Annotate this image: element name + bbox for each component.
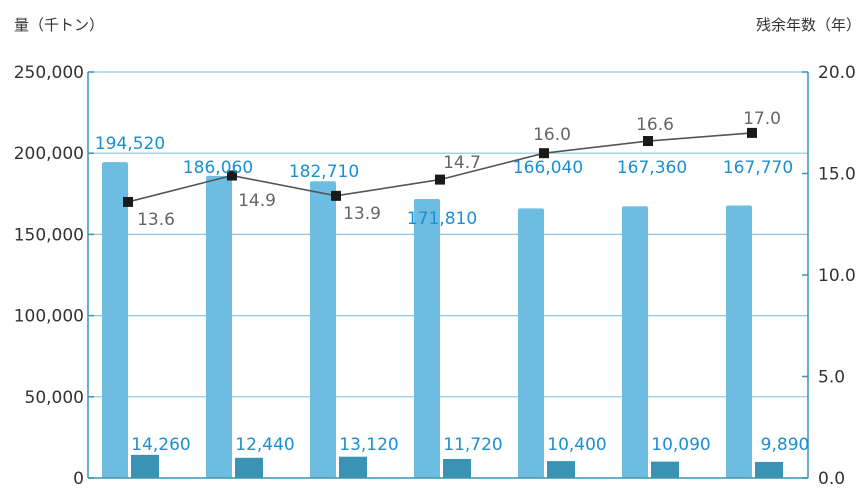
bar-total-value-label: 182,710 (289, 162, 359, 182)
bar-total (414, 198, 440, 478)
bar-total-value-label: 166,040 (513, 158, 583, 178)
bar-secondary-value-label: 11,720 (443, 435, 502, 455)
bar-secondary (443, 458, 471, 478)
left-tick-label: 250,000 (14, 63, 84, 83)
bar-total-value-label: 186,060 (183, 158, 253, 178)
line-value-label: 17.0 (743, 109, 781, 129)
bar-secondary-value-label: 13,120 (339, 435, 398, 455)
right-tick-label: 0.0 (818, 469, 845, 489)
bar-secondary (339, 456, 367, 478)
left-axis-unit-label: 量（千トン） (14, 16, 105, 34)
bar-secondary-value-label: 9,890 (761, 435, 810, 455)
line-marker (123, 196, 133, 207)
left-tick-label: 0 (73, 469, 84, 489)
line-value-label: 13.6 (137, 210, 175, 230)
bar-total-value-label: 171,810 (407, 209, 477, 229)
right-tick-label: 5.0 (818, 368, 845, 388)
bar-total-value-label: 167,770 (723, 158, 793, 178)
bar-secondary (235, 457, 263, 478)
bar-total-value-label: 194,520 (95, 134, 165, 154)
left-tick-label: 100,000 (14, 307, 84, 327)
bar-secondary-value-label: 10,090 (651, 435, 710, 455)
bar-secondary-value-label: 14,260 (131, 435, 190, 455)
right-tick-label: 20.0 (818, 63, 856, 83)
line-value-label: 14.9 (238, 191, 276, 211)
line-value-label: 16.0 (533, 125, 571, 145)
line-value-label: 16.6 (636, 115, 674, 135)
bar-secondary (651, 461, 679, 478)
bar-secondary-value-label: 12,440 (235, 435, 294, 455)
bar-total (622, 206, 648, 478)
right-tick-label: 15.0 (818, 165, 856, 185)
line-marker (747, 127, 757, 138)
bar-total (726, 205, 752, 479)
line-marker (539, 148, 549, 159)
line-marker (331, 190, 341, 201)
right-tick-label: 10.0 (818, 266, 856, 286)
bar-total (206, 175, 232, 478)
line-value-label: 13.9 (343, 204, 381, 224)
left-tick-label: 50,000 (25, 388, 84, 408)
bar-total (310, 181, 336, 478)
bar-secondary-value-label: 10,400 (547, 435, 606, 455)
left-tick-label: 200,000 (14, 144, 84, 164)
line-marker (643, 136, 653, 147)
line-marker (435, 174, 445, 185)
line-marker (227, 170, 237, 181)
bar-total-value-label: 167,360 (617, 158, 687, 178)
line-value-label: 14.7 (443, 153, 481, 173)
bar-total (102, 162, 128, 478)
right-axis-unit-label: 残余年数（年） (755, 16, 861, 34)
bar-secondary (131, 454, 159, 478)
bar-secondary (755, 461, 783, 478)
bar-secondary (547, 461, 575, 478)
bar-total (518, 208, 544, 478)
left-tick-label: 150,000 (14, 225, 84, 245)
